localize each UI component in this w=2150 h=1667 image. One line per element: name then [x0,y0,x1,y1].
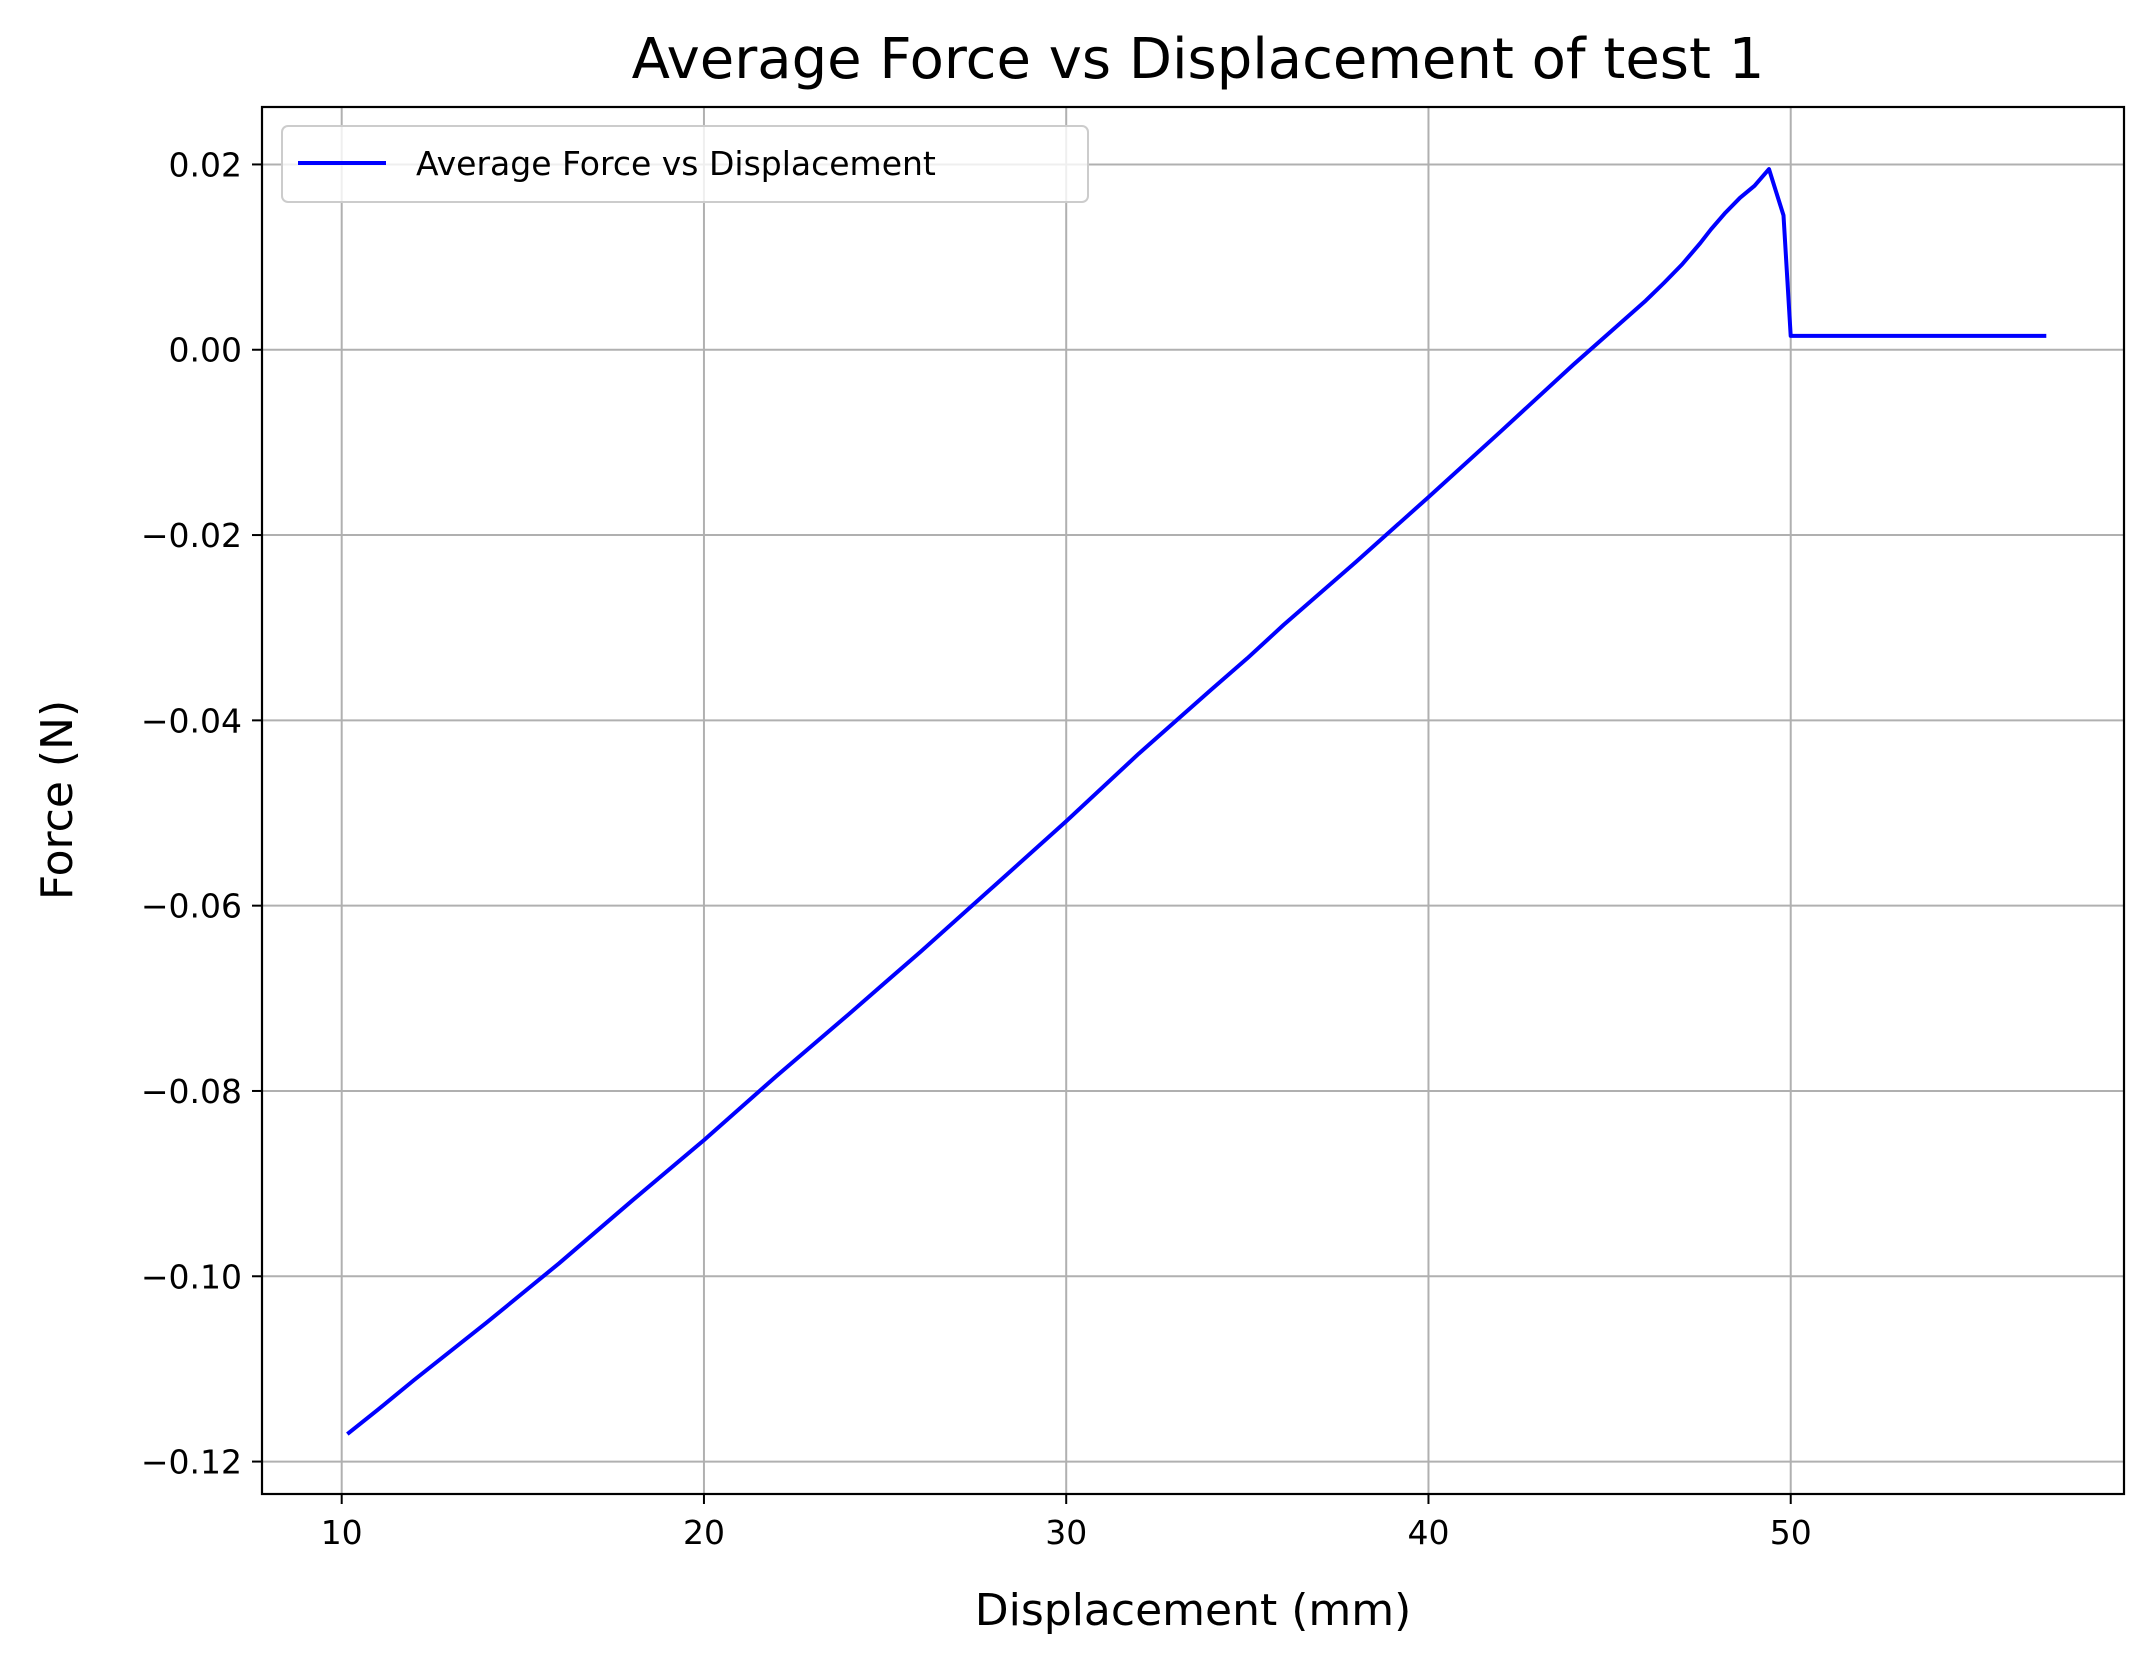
grid-lines [262,107,2124,1494]
x-tick-label: 50 [1770,1513,1812,1552]
y-axis-label: Force (N) [32,700,83,900]
y-tick-label: −0.10 [141,1257,242,1296]
y-tick-label: −0.12 [141,1443,242,1482]
x-tick-label: 10 [321,1513,363,1552]
legend-label: Average Force vs Displacement [416,144,936,183]
x-axis-label: Displacement (mm) [975,1585,1412,1636]
legend-box [281,125,1089,203]
plot-area-frame [260,105,2126,1496]
series-line [346,167,2047,1436]
legend: Average Force vs Displacement [281,125,1089,203]
y-tick-label: −0.06 [141,887,242,926]
series-layer [346,167,2047,1436]
axis-ticks: 10 20 30 40 50 0.02 0.00 −0.02 −0.04 −0.06 −0.08 −0… [141,145,1812,1552]
x-tick-label: 30 [1045,1513,1087,1552]
x-tick-label: 20 [683,1513,725,1552]
x-tick-label: 40 [1407,1513,1449,1552]
y-tick-label: −0.02 [141,516,242,555]
chart-title: Average Force vs Displacement of test 1 [632,27,1765,92]
y-tick-label: −0.04 [141,701,242,740]
y-tick-label: 0.00 [169,331,242,370]
y-tick-label: 0.02 [169,145,242,184]
y-tick-label: −0.08 [141,1072,242,1111]
